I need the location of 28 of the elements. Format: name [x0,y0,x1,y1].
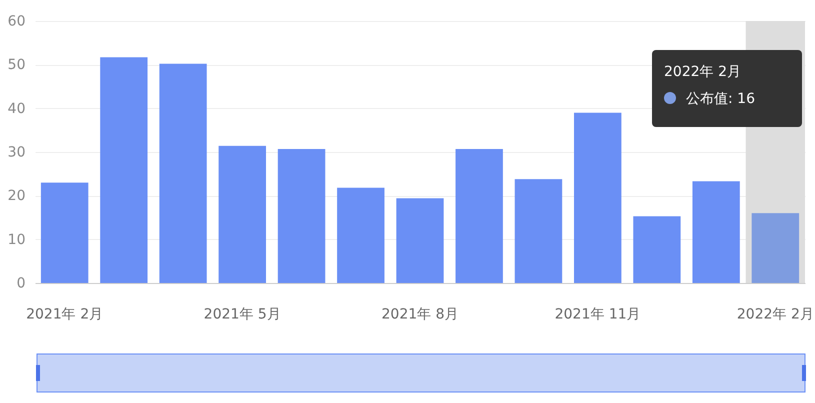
x-tick-label: 2022年 2月 [736,306,814,322]
bar [40,182,88,283]
y-tick-label: 40 [8,100,26,117]
bar [218,146,266,283]
bar [752,213,800,283]
tooltip-box: 2022年 2月 公布值: 16 [652,50,802,127]
bar [692,181,740,283]
annotation: 2022年 2月 [664,63,742,81]
bar [514,179,562,283]
y-tick-label: 0 [16,276,26,292]
bar [278,148,326,283]
bar [574,112,622,283]
x-tick-label: 2021年 11月 [554,306,641,322]
x-tick-label: 2021年 2月 [26,306,104,322]
y-tick-label: 10 [8,232,26,248]
bar [456,148,503,283]
bar [633,216,681,283]
bar [159,64,207,283]
x-tick-label: 2021年 8月 [382,306,458,322]
y-tick-label: 30 [8,144,26,160]
bar [100,57,148,283]
annotation: 公布值: 16 [685,90,756,108]
y-tick-label: 60 [8,14,26,30]
bar [337,188,384,283]
x-tick-label: 2021年 5月 [204,306,281,322]
y-tick-label: 50 [8,57,26,74]
bar [396,198,444,283]
y-tick-label: 20 [8,188,26,204]
